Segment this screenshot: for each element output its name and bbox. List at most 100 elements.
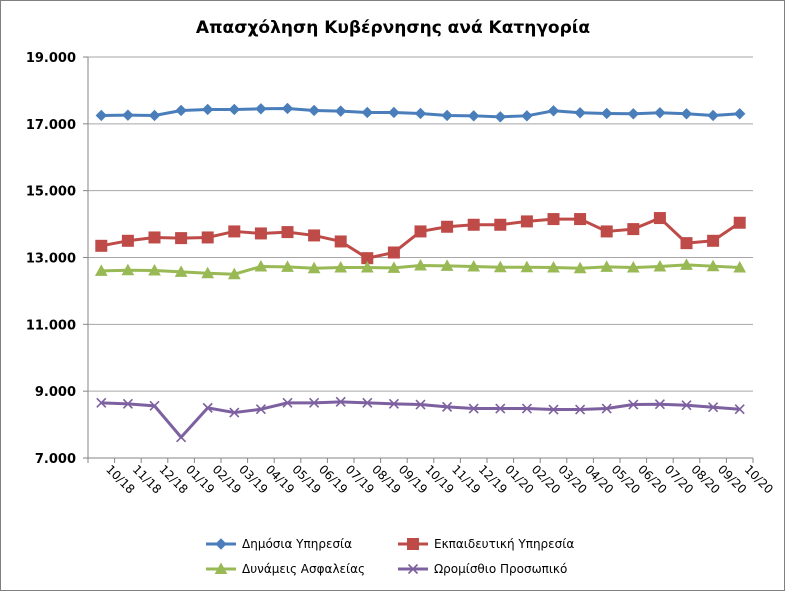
x-tick-label: 02/20 [529, 462, 563, 496]
data-point [228, 103, 241, 116]
data-point [388, 398, 399, 409]
legend-label: Δημόσια Υπηρεσία [242, 537, 352, 551]
data-point [308, 104, 320, 117]
data-point [707, 109, 719, 122]
data-point [388, 106, 400, 119]
data-point [574, 107, 586, 119]
data-point [281, 102, 294, 115]
x-tick-label: 08/19 [369, 462, 403, 496]
data-point [600, 107, 613, 120]
y-tick-label: 19.000 [26, 51, 76, 66]
series-3 [94, 258, 747, 280]
data-point [601, 403, 612, 414]
data-point [493, 260, 507, 273]
series-layer [94, 102, 747, 443]
x-tick-label: 11/19 [449, 462, 483, 496]
x-tick-label: 04/19 [263, 462, 297, 496]
series-line [101, 216, 741, 260]
data-point [95, 239, 108, 252]
data-point [734, 404, 745, 415]
x-tick-label: 12/19 [476, 462, 510, 496]
data-point [627, 108, 640, 120]
x-tick-label: 07/20 [662, 462, 696, 496]
x-tick-label: 11/18 [130, 462, 164, 496]
data-point [467, 218, 480, 231]
x-tick-label: 09/19 [396, 462, 430, 496]
data-point [362, 397, 373, 408]
x-tick-label: 12/18 [156, 462, 190, 496]
data-point [334, 260, 348, 273]
x-tick-label: 06/19 [316, 462, 350, 496]
data-point [521, 110, 533, 122]
data-point [521, 403, 532, 414]
x-tick-label: 03/20 [555, 462, 589, 496]
data-point [202, 402, 213, 413]
data-point [255, 404, 266, 415]
data-point [95, 109, 108, 122]
data-point [494, 111, 507, 123]
data-point [707, 234, 720, 247]
data-point [440, 259, 454, 271]
x-tick-label: 09/20 [715, 462, 749, 496]
data-point [175, 104, 187, 117]
x-tick-label: 01/19 [183, 462, 217, 496]
data-point [228, 225, 241, 238]
data-point [282, 397, 293, 408]
data-point [96, 397, 107, 408]
data-point [733, 108, 746, 120]
data-point [148, 231, 161, 244]
data-point [122, 109, 134, 121]
series-2 [95, 212, 746, 265]
x-tick-label: 10/20 [742, 462, 776, 496]
data-point [281, 260, 294, 272]
x-tick-label: 01/20 [502, 462, 536, 496]
data-point [414, 258, 427, 271]
data-point [681, 400, 692, 411]
data-point [407, 538, 419, 550]
data-point [254, 227, 267, 240]
data-point [307, 261, 321, 274]
y-tick-label: 17.000 [26, 118, 76, 133]
data-point [414, 225, 427, 238]
data-point [361, 106, 374, 119]
data-point [573, 261, 587, 274]
x-tick-label: 03/19 [236, 462, 270, 496]
data-point [94, 264, 108, 276]
data-point [309, 397, 320, 408]
data-point [174, 265, 188, 277]
legend-label: Ωρομίσθιο Προσωπικό [434, 562, 567, 576]
legend-item: Δυνάμεις Ασφαλείας [206, 562, 365, 576]
data-point [495, 403, 506, 414]
data-point [467, 259, 481, 272]
data-point [626, 260, 640, 273]
data-point [255, 103, 267, 115]
data-point [148, 109, 161, 122]
data-point [254, 259, 268, 272]
data-point [121, 234, 134, 247]
y-tick-label: 7.000 [35, 452, 76, 467]
series-4 [96, 396, 745, 443]
legend-item: Δημόσια Υπηρεσία [206, 537, 352, 551]
data-point [308, 229, 321, 242]
data-point [442, 401, 453, 412]
y-tick-label: 11.000 [26, 318, 76, 333]
x-tick-label: 02/19 [210, 462, 244, 496]
data-point [627, 223, 640, 236]
data-point [387, 246, 400, 259]
data-point [574, 213, 587, 226]
data-point [680, 108, 693, 120]
data-point [407, 563, 419, 575]
x-tick-label: 05/20 [609, 462, 643, 496]
data-point [467, 110, 480, 122]
x-tick-label: 05/19 [289, 462, 323, 496]
data-point [335, 396, 346, 407]
data-point [654, 399, 665, 410]
series-1 [95, 102, 746, 123]
data-point [733, 260, 747, 273]
data-point [227, 267, 241, 280]
legend-item: Ωρομίσθιο Προσωπικό [398, 562, 567, 576]
data-point [176, 432, 187, 443]
data-point [706, 259, 720, 272]
